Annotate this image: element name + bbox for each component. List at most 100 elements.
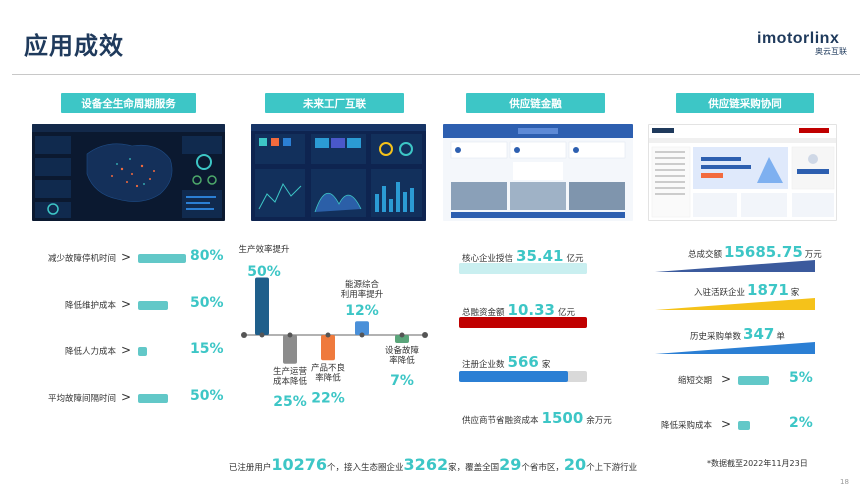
lifecycle-metric-bar [138, 301, 168, 310]
factory-bar-label: 成本降低 [273, 376, 308, 387]
procurement-metric-line: 历史采购单数 347 单 [690, 325, 785, 343]
footer-industry-count: 20 [563, 455, 587, 474]
procurement-metric-line: 总成交额 15685.75 万元 [688, 243, 822, 261]
procurement-metric-wedge [655, 260, 815, 272]
lifecycle-metric-value: 50% [190, 388, 224, 404]
finance-metric-value: 10.33 [507, 301, 555, 319]
procurement-metric-wedge-shape [655, 342, 815, 354]
factory-bar-label: 能源综合 [345, 279, 380, 290]
finance-metric-bar [459, 371, 568, 382]
footer-text-1: 已注册用户 [228, 463, 272, 473]
lifecycle-metric-label: 平均故障间隔时间 [47, 394, 116, 404]
lifecycle-metric-value: 80% [190, 248, 224, 264]
section-pill-procurement: 供应链采购协同 [676, 93, 814, 113]
footer-text-4: 个省市区， [521, 463, 564, 473]
logo-text: imotorlinx [757, 30, 840, 47]
lifecycle-metric-value: 50% [190, 295, 224, 311]
section-pill-lifecycle: 设备全生命周期服务 [61, 93, 196, 113]
chevron-right-icon: > [121, 343, 132, 357]
chart-axis-tick-dot [287, 332, 293, 338]
factory-bar [283, 335, 297, 364]
footer-text-3: 家，覆盖全国 [448, 463, 500, 473]
procurement-metric-label: 总成交额 [688, 250, 723, 260]
lifecycle-metric-bar [138, 394, 168, 403]
company-logo: imotorlinx 奥云互联 [757, 30, 847, 57]
finance-metric-label: 核心企业授信 [462, 254, 514, 264]
chart-axis-start-dot [241, 332, 247, 338]
lifecycle-metric-bar [138, 347, 147, 356]
factory-bar-label: 设备故障 [385, 345, 420, 356]
chart-axis-end-dot [422, 332, 428, 338]
finance-metric-value: 566 [507, 353, 539, 371]
procurement-metric-line: 入驻活跃企业 1871 家 [694, 281, 799, 299]
footer-province-count: 29 [499, 455, 522, 474]
footer-ecosystem-count: 3262 [403, 455, 449, 474]
procurement-metric-wedge-shape [655, 298, 815, 310]
chart-axis-tick-dot [359, 332, 365, 338]
finance-metric-line: 供应商节省融资成本 1500 余万元 [462, 409, 612, 427]
factory-bar [321, 335, 335, 361]
lifecycle-dashboard-screenshot [32, 124, 225, 221]
procurement-metric-wedge-shape [655, 260, 815, 272]
factory-bar [395, 335, 409, 344]
finance-metric-unit: 余万元 [586, 416, 612, 426]
factory-bar-value: 12% [345, 303, 379, 319]
logo-subtext: 奥云互联 [815, 47, 847, 56]
chevron-right-icon: > [121, 390, 132, 404]
chart-axis-tick-dot [325, 332, 331, 338]
procurement-metric-value: 347 [743, 325, 775, 343]
chevron-right-icon: > [721, 372, 732, 386]
finance-metric-bar [459, 263, 587, 274]
footer-text-2: 个，接入生态圈企业 [327, 463, 404, 473]
page-title: 应用成效 [24, 32, 124, 60]
footer-text-5: 个上下游行业 [586, 463, 638, 473]
finance-metric-label: 注册企业数 [462, 360, 505, 370]
finance-metric-bar [459, 317, 587, 328]
page-number: 18 [840, 478, 849, 486]
procurement-metric-unit: 万元 [804, 250, 822, 260]
factory-bar [255, 277, 269, 335]
procurement-metric-bar [738, 421, 751, 430]
section-pill-factory: 未来工厂互联 [265, 93, 404, 113]
procurement-metric-bar [738, 376, 769, 385]
footer-stats: 已注册用户10276个，接入生态圈企业3262家，覆盖全国29个省市区，20个上… [0, 455, 866, 474]
procurement-metric-unit: 单 [776, 332, 785, 342]
lifecycle-metric-bar [138, 254, 186, 263]
finance-metric-label: 总融资金额 [462, 308, 505, 318]
factory-bar-value: 22% [311, 390, 345, 406]
footer-users-count: 10276 [271, 455, 328, 474]
chart-axis-tick-dot [399, 332, 405, 338]
lifecycle-metric-value: 15% [190, 341, 224, 357]
finance-metric-unit: 亿元 [566, 254, 584, 264]
lifecycle-metric-label: 降低维护成本 [64, 301, 116, 311]
factory-bar-label: 产品不良 [311, 362, 346, 373]
procurement-metric-value: 1871 [747, 281, 789, 299]
factory-bar-value: 7% [390, 373, 414, 389]
procurement-metric-unit: 家 [790, 288, 800, 298]
finance-metric-line: 注册企业数 566 家 [462, 353, 550, 371]
factory-bar-label: 生产效率提升 [238, 244, 290, 255]
chart-axis-tick-dot [259, 332, 265, 338]
factory-dashboard-screenshot [251, 124, 426, 221]
chevron-right-icon: > [721, 417, 732, 431]
finance-metric-label: 供应商节省融资成本 [462, 416, 539, 426]
procurement-metric-value: 5% [789, 370, 813, 386]
factory-bar-label: 率降低 [389, 355, 415, 366]
finance-metric-value: 1500 [541, 409, 584, 427]
procurement-metric-label: 降低采购成本 [660, 421, 712, 431]
data-date-note: *数据截至2022年11月23日 [707, 459, 808, 468]
chevron-right-icon: > [121, 297, 132, 311]
procurement-metric-value: 15685.75 [724, 243, 803, 261]
procurement-metric-wedge [655, 342, 815, 354]
procurement-metric-label: 缩短交期 [677, 376, 712, 386]
factory-bar-chart: 生产效率提升50%生产运营成本降低25%产品不良率降低22%能源综合利用率提升1… [238, 244, 428, 410]
procurement-website-screenshot [648, 124, 837, 221]
factory-bar-label: 生产运营 [273, 366, 307, 377]
factory-bar [355, 321, 369, 335]
finance-metric-value: 35.41 [516, 247, 564, 265]
lifecycle-metric-label: 降低人力成本 [64, 347, 116, 357]
factory-bar-value: 50% [247, 264, 281, 280]
procurement-metric-label: 历史采购单数 [690, 332, 742, 342]
finance-website-screenshot [443, 124, 633, 221]
factory-bar-label: 率降低 [315, 372, 341, 383]
